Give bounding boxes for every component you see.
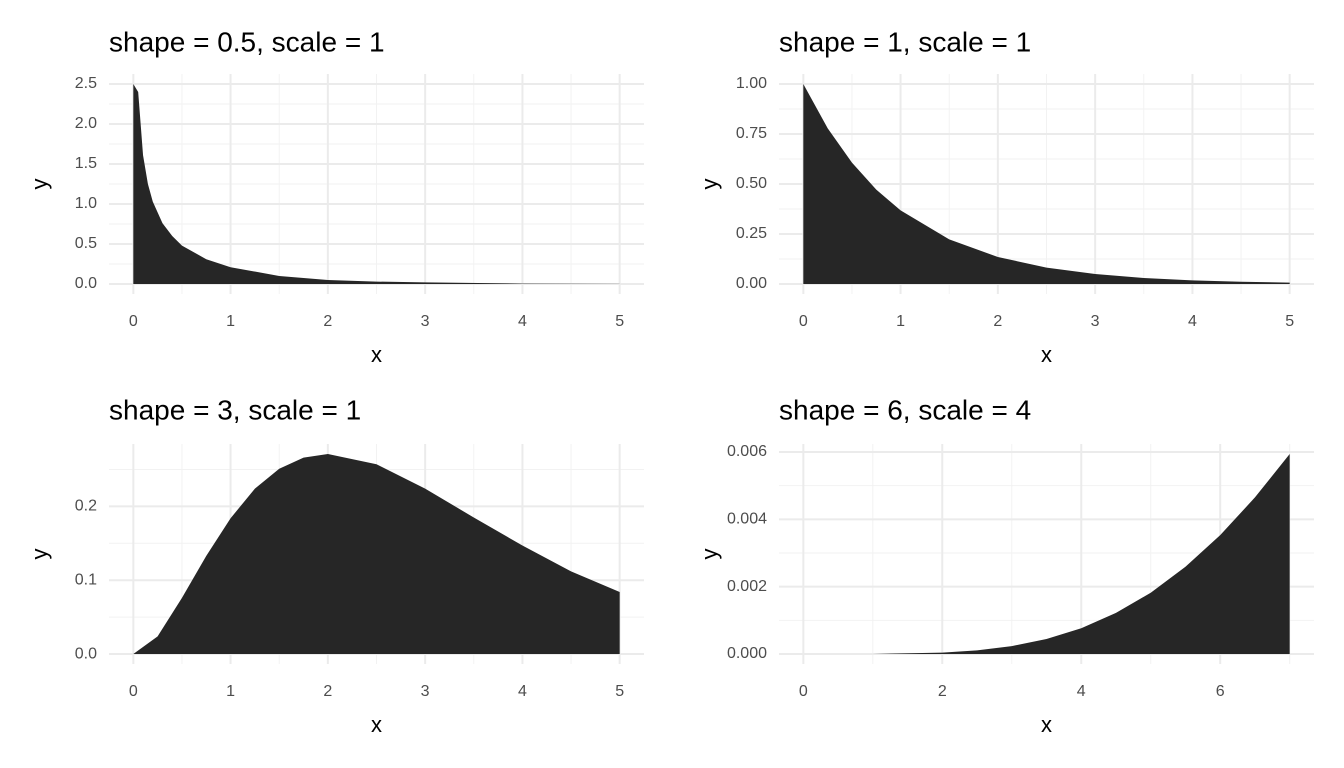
x-tick-label: 3 [421,683,430,700]
x-tick-label: 5 [615,683,624,700]
y-tick-label: 0.000 [727,645,767,662]
x-tick-label: 6 [1216,683,1225,700]
chart-title: shape = 0.5, scale = 1 [109,26,385,57]
x-tick-label: 1 [226,683,235,700]
chart-title: shape = 6, scale = 4 [779,394,1031,425]
x-tick-label: 1 [226,313,235,330]
x-tick-label: 2 [323,683,332,700]
chart-title: shape = 1, scale = 1 [779,26,1031,57]
y-axis-title: y [27,179,52,190]
y-tick-label: 1.00 [736,75,767,92]
y-tick-label: 0.5 [75,235,97,252]
y-tick-label: 0.1 [75,571,97,588]
x-tick-label: 0 [129,683,138,700]
area [803,454,1290,654]
x-tick-label: 3 [1091,313,1100,330]
x-tick-label: 3 [421,313,430,330]
x-tick-label: 4 [518,313,527,330]
y-axis-title: y [697,549,722,560]
x-tick-label: 4 [1188,313,1197,330]
y-axis-title: y [697,179,722,190]
y-tick-label: 0.0 [75,275,97,292]
x-tick-label: 1 [896,313,905,330]
x-axis-title: x [1041,342,1052,367]
x-tick-label: 5 [615,313,624,330]
x-tick-label: 4 [518,683,527,700]
y-tick-label: 0.2 [75,498,97,515]
x-tick-label: 2 [993,313,1002,330]
y-axis-title: y [27,549,52,560]
y-tick-label: 0.75 [736,125,767,142]
x-axis-title: x [371,712,382,737]
x-tick-label: 2 [323,313,332,330]
x-tick-label: 2 [938,683,947,700]
x-tick-label: 5 [1285,313,1294,330]
chart-title: shape = 3, scale = 1 [109,394,361,425]
x-axis-title: x [371,342,382,367]
y-tick-label: 0.50 [736,175,767,192]
area [133,84,620,284]
x-tick-label: 0 [799,313,808,330]
y-tick-label: 0.006 [727,443,767,460]
x-tick-label: 0 [799,683,808,700]
y-tick-label: 2.0 [75,115,97,132]
area [803,84,1290,284]
x-axis-title: x [1041,712,1052,737]
y-tick-label: 0.0 [75,645,97,662]
y-tick-label: 0.002 [727,578,767,595]
area [133,453,620,655]
y-tick-label: 0.25 [736,225,767,242]
y-tick-label: 0.00 [736,275,767,292]
y-tick-label: 1.0 [75,195,97,212]
y-tick-label: 1.5 [75,155,97,172]
y-tick-label: 2.5 [75,75,97,92]
x-tick-label: 4 [1077,683,1086,700]
x-tick-label: 0 [129,313,138,330]
y-tick-label: 0.004 [727,511,767,528]
